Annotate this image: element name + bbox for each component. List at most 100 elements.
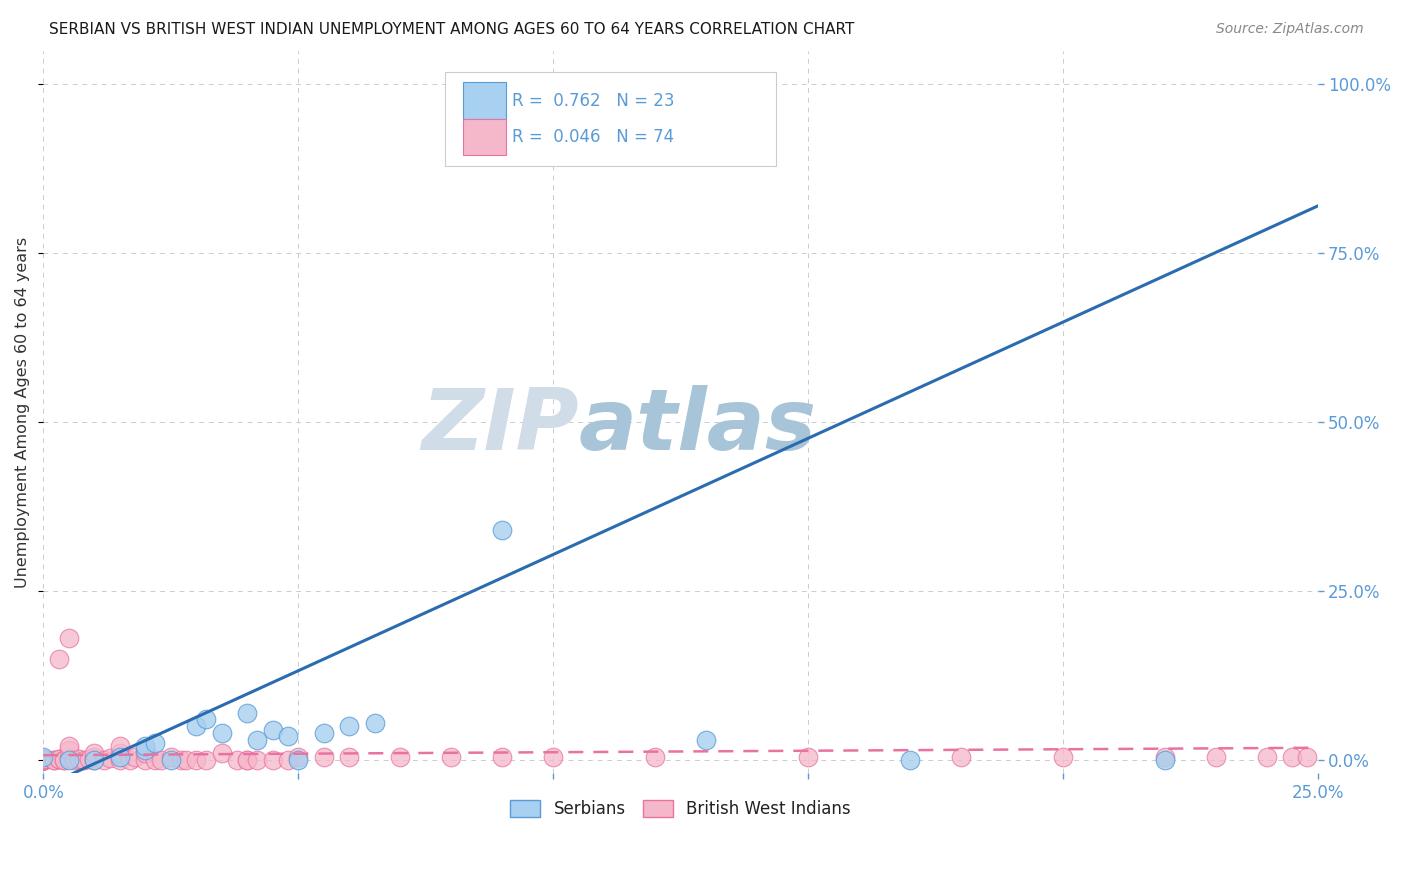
- Point: [108, 753, 131, 767]
- Point: [48, 651, 70, 665]
- Point: [32, 753, 55, 767]
- Point: [32, 753, 55, 767]
- Text: ZIP: ZIP: [420, 385, 578, 468]
- Point: [312, 726, 335, 740]
- Point: [58, 753, 80, 767]
- FancyBboxPatch shape: [463, 82, 506, 120]
- Point: [287, 749, 309, 764]
- Point: [52, 753, 75, 767]
- Point: [159, 753, 181, 767]
- Point: [145, 753, 167, 767]
- Point: [145, 736, 167, 750]
- Point: [277, 729, 299, 743]
- Point: [58, 743, 80, 757]
- Point: [108, 746, 131, 760]
- Text: SERBIAN VS BRITISH WEST INDIAN UNEMPLOYMENT AMONG AGES 60 TO 64 YEARS CORRELATIO: SERBIAN VS BRITISH WEST INDIAN UNEMPLOYM…: [49, 22, 855, 37]
- Point: [118, 753, 141, 767]
- Point: [1153, 753, 1175, 767]
- Text: atlas: atlas: [578, 385, 817, 468]
- Point: [195, 712, 218, 726]
- Point: [83, 753, 105, 767]
- Point: [32, 753, 55, 767]
- Point: [93, 753, 115, 767]
- Point: [48, 752, 70, 766]
- Text: R =  0.046   N = 74: R = 0.046 N = 74: [512, 128, 675, 146]
- Y-axis label: Unemployment Among Ages 60 to 64 years: Unemployment Among Ages 60 to 64 years: [15, 236, 30, 588]
- Legend: Serbians, British West Indians: Serbians, British West Indians: [502, 792, 859, 827]
- Point: [67, 752, 90, 766]
- Point: [58, 751, 80, 765]
- Point: [32, 749, 55, 764]
- Point: [1153, 749, 1175, 764]
- Point: [363, 715, 385, 730]
- Point: [898, 753, 921, 767]
- Point: [159, 749, 181, 764]
- Point: [1256, 749, 1278, 764]
- Text: Source: ZipAtlas.com: Source: ZipAtlas.com: [1216, 22, 1364, 37]
- Point: [337, 749, 360, 764]
- Point: [58, 632, 80, 646]
- Point: [32, 753, 55, 767]
- Point: [98, 751, 121, 765]
- Point: [108, 749, 131, 764]
- Point: [1281, 749, 1303, 764]
- Text: R =  0.762   N = 23: R = 0.762 N = 23: [512, 92, 675, 111]
- Point: [32, 753, 55, 767]
- Point: [77, 751, 100, 765]
- Point: [262, 723, 284, 737]
- Point: [312, 749, 335, 764]
- Point: [32, 751, 55, 765]
- Point: [195, 753, 218, 767]
- Point: [1205, 749, 1227, 764]
- Point: [52, 753, 75, 767]
- Point: [134, 743, 156, 757]
- FancyBboxPatch shape: [444, 72, 776, 166]
- Point: [211, 746, 233, 760]
- Point: [236, 753, 259, 767]
- Point: [226, 753, 249, 767]
- Point: [246, 732, 269, 747]
- Point: [83, 749, 105, 764]
- Point: [186, 719, 208, 733]
- Point: [32, 753, 55, 767]
- Point: [32, 753, 55, 767]
- Point: [134, 753, 156, 767]
- Point: [262, 753, 284, 767]
- Point: [32, 753, 55, 767]
- Point: [246, 753, 269, 767]
- Point: [32, 753, 55, 767]
- Point: [644, 749, 666, 764]
- Point: [170, 753, 193, 767]
- Point: [108, 739, 131, 754]
- Point: [949, 749, 972, 764]
- Point: [83, 753, 105, 767]
- Point: [211, 726, 233, 740]
- Point: [32, 753, 55, 767]
- Point: [236, 753, 259, 767]
- Point: [149, 753, 172, 767]
- Point: [58, 739, 80, 754]
- Point: [389, 749, 412, 764]
- Point: [83, 746, 105, 760]
- Point: [134, 739, 156, 754]
- Point: [32, 753, 55, 767]
- Point: [186, 753, 208, 767]
- Point: [124, 749, 146, 764]
- Point: [32, 752, 55, 766]
- Point: [277, 753, 299, 767]
- Point: [491, 749, 513, 764]
- Point: [174, 753, 197, 767]
- Point: [32, 753, 55, 767]
- Point: [1052, 749, 1074, 764]
- Point: [73, 753, 96, 767]
- Point: [797, 749, 820, 764]
- Point: [541, 749, 564, 764]
- FancyBboxPatch shape: [463, 119, 506, 155]
- Point: [440, 749, 463, 764]
- Point: [48, 751, 70, 765]
- Point: [287, 753, 309, 767]
- Point: [1296, 749, 1319, 764]
- Point: [32, 753, 55, 767]
- Point: [491, 523, 513, 537]
- Point: [32, 753, 55, 767]
